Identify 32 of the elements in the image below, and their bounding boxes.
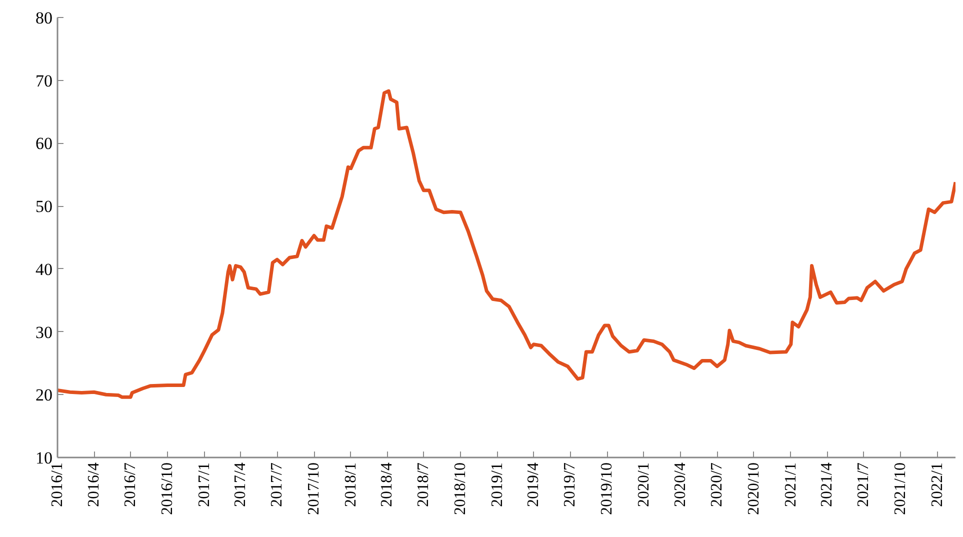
x-tick-label: 2019/1 <box>488 462 506 507</box>
y-tick-label: 30 <box>36 322 52 342</box>
y-tick-label: 60 <box>36 134 52 154</box>
x-tick-label: 2020/1 <box>635 462 652 507</box>
y-tick-label: 80 <box>36 8 52 28</box>
x-tick-label: 2019/4 <box>525 462 542 507</box>
x-tick-label: 2016/10 <box>158 462 176 515</box>
x-tick-label: 2018/10 <box>452 462 470 515</box>
x-tick-label: 2022/1 <box>928 462 946 507</box>
x-tick-label: 2019/7 <box>562 462 579 507</box>
x-tick-label: 2016/7 <box>122 462 140 507</box>
x-tick-label: 2018/4 <box>378 462 396 507</box>
x-tick-label: 2018/1 <box>342 462 360 507</box>
x-tick-label: 2017/1 <box>196 462 213 507</box>
x-tick-label: 2021/4 <box>818 462 836 507</box>
x-tick-label: 2019/10 <box>598 462 616 515</box>
y-tick-label: 20 <box>36 386 52 405</box>
x-tick-label: 2021/1 <box>782 462 800 507</box>
x-tick-label: 2021/10 <box>892 462 910 515</box>
x-tick-label: 2018/7 <box>415 462 432 507</box>
x-tick-label: 2021/7 <box>855 462 872 507</box>
line-series <box>58 89 956 399</box>
y-tick-label: 70 <box>36 71 52 90</box>
x-tick-label: 2017/7 <box>268 462 286 507</box>
x-tick-label: 2020/4 <box>672 462 690 507</box>
x-tick-label: 2020/10 <box>745 462 762 515</box>
x-tick-label: 2017/4 <box>232 462 250 507</box>
y-tick-label: 40 <box>36 260 52 279</box>
x-tick-label: 2017/10 <box>306 462 323 515</box>
y-tick-label: 50 <box>36 197 52 216</box>
x-tick-label: 2020/7 <box>708 462 726 507</box>
x-tick-label: 2016/4 <box>86 462 103 507</box>
